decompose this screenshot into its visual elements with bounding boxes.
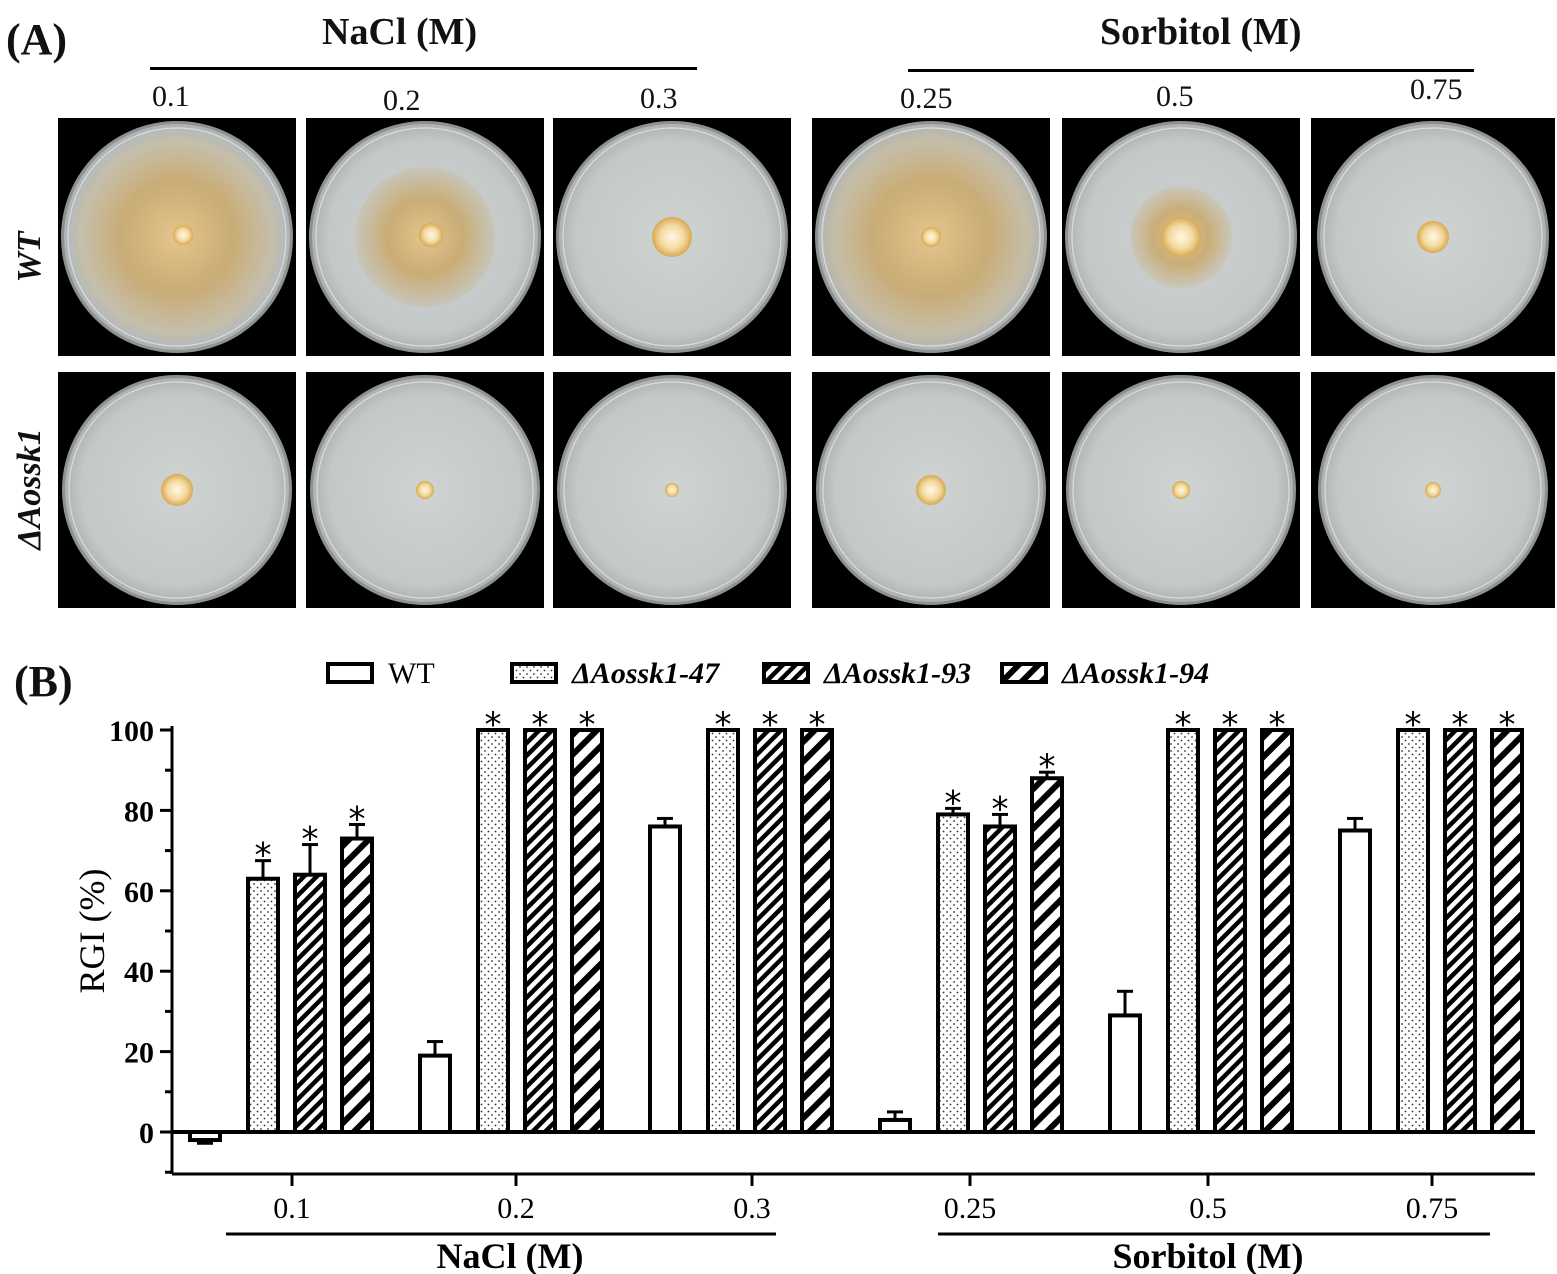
bar-0-4 <box>1108 1013 1142 1135</box>
sig-star-1-5: * <box>1405 705 1422 745</box>
bar-0-1 <box>418 1053 452 1134</box>
bar-1-0 <box>246 876 280 1134</box>
sig-star-3-0: * <box>349 799 366 839</box>
sig-star-2-2: * <box>762 705 779 745</box>
bar-2-5 <box>1443 728 1477 1134</box>
mutant-plate-0-3 <box>553 372 791 608</box>
bar-3-5 <box>1490 728 1524 1134</box>
sorbitol-bracket-top <box>908 69 1474 72</box>
bar-0-2 <box>648 824 682 1134</box>
sig-star-2-5: * <box>1452 705 1469 745</box>
bar-3-0 <box>340 836 374 1134</box>
nacl-title-top: NaCl (M) <box>322 11 478 53</box>
rgi-bar-chart: WT ΔAossk1-47 ΔAossk1-93 ΔAossk1-94 0 20 40 60… <box>72 657 1535 1274</box>
chart-axes: 0 20 40 60 80 100 RGI (%) <box>72 715 1535 1176</box>
x-tick-label-1: 0.2 <box>497 1192 535 1225</box>
wt-plate-0-5 <box>1062 118 1300 356</box>
wt-plate-0-1 <box>58 118 296 356</box>
bar-0-0 <box>188 1130 222 1143</box>
mutant-plate-0-1 <box>58 372 296 608</box>
nacl-conc-0-1: 0.1 <box>152 80 190 113</box>
y-tick-label-20: 20 <box>124 1037 154 1070</box>
wt-plate-0-75 <box>1311 118 1555 356</box>
sig-star-1-1: * <box>485 705 502 745</box>
bar-2-3 <box>983 824 1017 1134</box>
y-tick-label-0: 0 <box>139 1117 154 1150</box>
sig-star-2-3: * <box>992 789 1009 829</box>
mutant-plate-0-2 <box>306 372 544 608</box>
bar-3-4 <box>1260 728 1294 1134</box>
sig-star-2-1: * <box>532 705 549 745</box>
bar-1-4 <box>1166 728 1200 1134</box>
wt-plate-0-3 <box>553 118 791 356</box>
mutant-plate-0-75 <box>1311 372 1555 608</box>
nacl-conc-0-3: 0.3 <box>640 82 678 115</box>
x-tick-label-2: 0.3 <box>733 1192 771 1225</box>
legend-label-0: WT <box>388 657 435 690</box>
wt-plate-0-2 <box>306 118 544 356</box>
bar-0-5 <box>1338 828 1372 1134</box>
sorbitol-conc-0-5: 0.5 <box>1156 80 1194 113</box>
panel-b-label: (B) <box>14 657 73 706</box>
sig-star-3-1: * <box>579 705 596 745</box>
y-tick-label-60: 60 <box>124 876 154 909</box>
legend-swatch-2 <box>762 662 810 684</box>
sig-star-2-0: * <box>302 820 319 860</box>
sig-star-1-0: * <box>255 836 272 876</box>
sig-star-1-4: * <box>1175 705 1192 745</box>
chart-bars: * * * * * * * * * * * * * * * * * * <box>188 705 1524 1145</box>
group-label-1: Sorbitol (M) <box>1113 1236 1304 1274</box>
chart-legend: WT ΔAossk1-47 ΔAossk1-93 ΔAossk1-94 <box>326 657 1209 690</box>
row-label-mutant: ΔAossk1 <box>11 428 48 550</box>
y-tick-label-100: 100 <box>109 715 154 748</box>
bar-1-1 <box>476 728 510 1134</box>
mutant-plate-0-25 <box>812 372 1050 608</box>
group-label-0: NaCl (M) <box>437 1236 584 1274</box>
sig-star-1-3: * <box>945 783 962 823</box>
y-axis-label: RGI (%) <box>72 869 112 994</box>
nacl-bracket-top <box>150 67 697 70</box>
y-tick-label-80: 80 <box>124 795 154 828</box>
sig-star-3-4: * <box>1269 705 1286 745</box>
mutant-plate-0-5 <box>1062 372 1300 608</box>
sig-star-2-4: * <box>1222 705 1239 745</box>
sorbitol-title-top: Sorbitol (M) <box>1100 11 1302 53</box>
chart-x-labels: 0.1 0.2 0.3 0.25 0.5 0.75 NaCl (M) Sorbitol (M) <box>226 1174 1490 1274</box>
bar-2-0 <box>293 872 327 1134</box>
bar-3-3 <box>1030 776 1064 1135</box>
sig-star-1-2: * <box>715 705 732 745</box>
x-tick-label-4: 0.5 <box>1189 1192 1227 1225</box>
bar-0-3 <box>878 1117 912 1135</box>
legend-label-3: ΔAossk1-94 <box>1061 657 1209 690</box>
legend-swatch-0 <box>326 662 374 684</box>
x-tick-label-3: 0.25 <box>944 1192 997 1225</box>
x-tick-label-5: 0.75 <box>1406 1192 1459 1225</box>
bar-3-2 <box>800 728 834 1134</box>
panel-a-label: (A) <box>6 15 68 64</box>
nacl-conc-0-2: 0.2 <box>383 84 421 117</box>
sig-star-3-5: * <box>1499 705 1516 745</box>
x-tick-label-0: 0.1 <box>273 1192 311 1225</box>
sig-star-3-2: * <box>809 705 826 745</box>
row-label-wt: WT <box>11 231 48 283</box>
sorbitol-conc-0-75: 0.75 <box>1410 73 1463 106</box>
legend-swatch-1 <box>510 662 558 684</box>
legend-label-2: ΔAossk1-93 <box>823 657 971 690</box>
bar-3-1 <box>570 728 604 1134</box>
bar-2-4 <box>1213 728 1247 1134</box>
sig-star-3-3: * <box>1039 747 1056 787</box>
legend-label-1: ΔAossk1-47 <box>571 657 720 690</box>
bar-2-2 <box>753 728 787 1134</box>
bar-2-1 <box>523 728 557 1134</box>
bar-1-3 <box>936 812 970 1134</box>
sorbitol-conc-0-25: 0.25 <box>900 82 953 115</box>
wt-plate-0-25 <box>812 118 1050 356</box>
bar-1-5 <box>1396 728 1430 1134</box>
bar-1-2 <box>706 728 740 1134</box>
legend-swatch-3 <box>1000 662 1048 684</box>
y-tick-label-40: 40 <box>124 956 154 989</box>
